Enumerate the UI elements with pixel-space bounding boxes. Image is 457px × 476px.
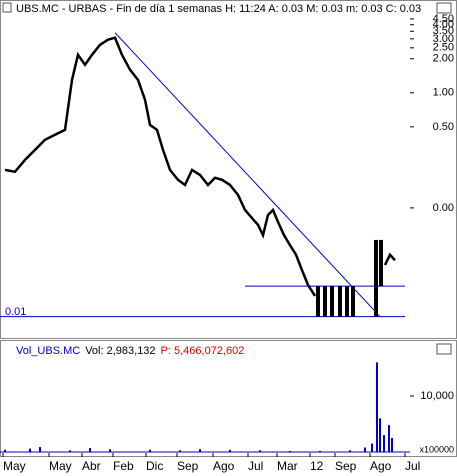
volume-bar: [199, 449, 201, 452]
x-tick-label: Jul: [248, 459, 263, 473]
volume-bar: [364, 447, 366, 452]
y-tick-label: 2.50: [433, 42, 454, 54]
level-label: 0.01: [5, 306, 26, 318]
x-tick-label: Jul: [405, 459, 420, 473]
range-bar: [338, 286, 342, 317]
volume-bar: [349, 450, 351, 452]
x-tick-label: May: [3, 459, 26, 473]
x-tick-label: Sep: [177, 459, 199, 473]
price-title: UBS.MC - URBAS - Fin de día 1 semanas H:…: [16, 3, 421, 15]
volume-bar: [229, 449, 231, 452]
range-bar: [316, 286, 320, 317]
volume-bar: [376, 362, 378, 452]
volume-bar: [319, 450, 321, 452]
x-tick-label: Abr: [82, 459, 101, 473]
x-tick-label: Dic: [146, 459, 163, 473]
y-tick-label: 4.50: [433, 13, 454, 25]
range-bar: [374, 239, 378, 317]
volume-bar: [289, 450, 291, 452]
y-tick-label: 1.00: [433, 87, 454, 99]
range-bar: [345, 286, 349, 317]
title-part: Vol_UBS.MC: [16, 345, 80, 357]
range-bar: [330, 286, 334, 317]
x-tick-label: Ago: [370, 459, 392, 473]
y-tick-label: 10,000: [420, 390, 454, 402]
y-tick-label: 3.50: [433, 25, 454, 37]
volume-bar: [29, 448, 31, 452]
volume-bar: [391, 437, 393, 452]
y-tick-label: 0.50: [433, 121, 454, 133]
unit-label: x100000: [419, 444, 454, 454]
y-tick-label: 2.00: [433, 53, 454, 65]
range-bar: [323, 286, 327, 317]
volume-bar: [383, 435, 385, 452]
volume-bar: [388, 425, 390, 452]
panel-button[interactable]: [436, 343, 452, 355]
x-tick-label: 12: [310, 459, 324, 473]
y-tick-label: 4.00: [433, 19, 454, 31]
panel-icon: [2, 2, 12, 13]
volume-bar: [379, 418, 381, 452]
range-bar: [351, 286, 355, 317]
volume-bar: [39, 446, 41, 452]
x-tick-label: Feb: [113, 459, 134, 473]
x-tick-label: Sep: [335, 459, 357, 473]
price-line: [383, 252, 396, 266]
title-part: P: 5,466,072,602: [161, 345, 245, 357]
x-tick-label: Mar: [277, 459, 298, 473]
volume-bar: [179, 450, 181, 452]
y-tick-label: 3.00: [433, 33, 454, 45]
y-tick-label: 0.00: [433, 202, 454, 214]
volume-title: Vol_UBS.MC Vol: 2,983,132 P: 5,466,072,602: [16, 345, 244, 357]
reference-line: [114, 32, 381, 317]
range-bar: [379, 239, 383, 287]
volume-bar: [371, 443, 373, 452]
volume-bar: [149, 449, 151, 452]
price-panel: [0, 0, 457, 339]
volume-bar: [69, 450, 71, 452]
price-line: [4, 36, 317, 297]
panel-button[interactable]: [436, 2, 452, 14]
x-tick-label: May: [49, 459, 72, 473]
volume-bar: [109, 449, 111, 452]
x-tick-label: Ago: [213, 459, 235, 473]
volume-bar: [89, 448, 91, 452]
volume-bar: [4, 449, 6, 452]
volume-bar: [259, 450, 261, 452]
title-part: Vol: 2,983,132: [85, 345, 155, 357]
